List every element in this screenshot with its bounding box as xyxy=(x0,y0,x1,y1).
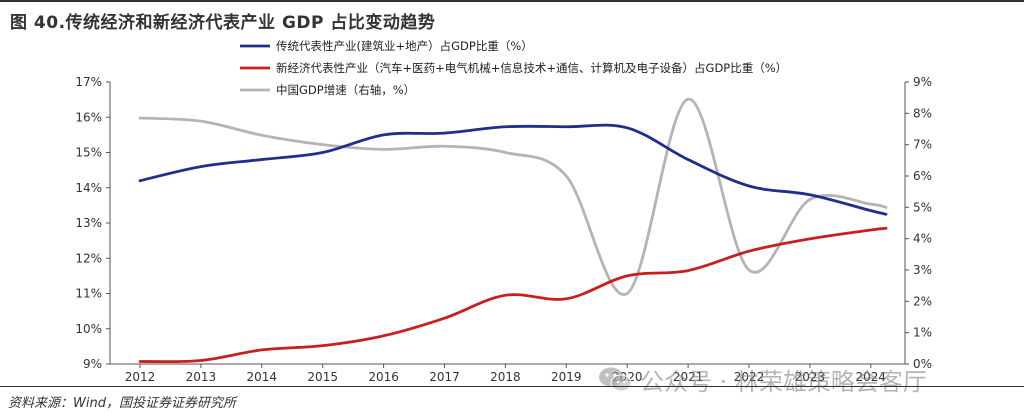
left-tick-label: 13% xyxy=(75,216,102,230)
right-tick-label: 1% xyxy=(913,326,932,340)
figure-title: 图 40.传统经济和新经济代表产业 GDP 占比变动趋势 xyxy=(10,13,436,33)
right-tick-label: 7% xyxy=(913,138,932,152)
right-tick-label: 8% xyxy=(913,106,932,120)
x-tick-label: 2016 xyxy=(368,370,399,384)
footer-divider xyxy=(0,386,1024,387)
series-line-traditional xyxy=(138,123,888,216)
left-tick-label: 14% xyxy=(75,181,102,195)
right-tick-label: 2% xyxy=(913,294,932,308)
right-tick-label: 4% xyxy=(913,232,932,246)
wechat-icon xyxy=(599,367,632,391)
right-tick-label: 3% xyxy=(913,263,932,277)
x-tick-label: 2024 xyxy=(856,370,887,384)
x-tick-label: 2023 xyxy=(795,370,826,384)
series-line-gdp_growth xyxy=(138,97,888,296)
right-tick-label: 6% xyxy=(913,169,932,183)
right-tick-label: 9% xyxy=(913,75,932,89)
x-tick-label: 2017 xyxy=(429,370,460,384)
x-tick-label: 2022 xyxy=(734,370,765,384)
legend-label-new_economy: 新经济代表性产业（汽车+医药+电气机械+信息技术+通信、计算机及电子设备）占GD… xyxy=(276,61,787,75)
left-tick-label: 12% xyxy=(75,251,102,265)
left-tick-label: 15% xyxy=(75,146,102,160)
x-tick-label: 2018 xyxy=(490,370,521,384)
x-tick-label: 2019 xyxy=(551,370,582,384)
watermark: 公众号 · 林荣雄策略会客厅 xyxy=(598,362,927,397)
x-tick-label: 2021 xyxy=(673,370,704,384)
left-tick-label: 10% xyxy=(75,322,102,336)
left-tick-label: 11% xyxy=(75,287,102,301)
left-tick-label: 17% xyxy=(75,75,102,89)
x-tick-label: 2012 xyxy=(125,370,156,384)
title-bar: 图 40.传统经济和新经济代表产业 GDP 占比变动趋势 xyxy=(0,0,1024,34)
legend-label-gdp_growth: 中国GDP增速（右轴，%） xyxy=(276,83,415,97)
source-note: 资料来源：Wind，国投证券证券研究所 xyxy=(8,396,236,411)
watermark-text: 公众号 · 林荣雄策略会客厅 xyxy=(640,368,927,396)
right-tick-label: 5% xyxy=(913,200,932,214)
x-tick-label: 2014 xyxy=(247,370,278,384)
line-chart: 9% 10% 11% 12% 13% 14% 15% 16% 17% 0% 1% 2% 3% 4% 5% 6%… xyxy=(75,39,932,384)
left-tick-label: 16% xyxy=(75,110,102,124)
x-tick-label: 2013 xyxy=(186,370,217,384)
right-tick-label: 0% xyxy=(913,357,932,371)
series-line-new_economy xyxy=(138,226,888,364)
legend-label-traditional: 传统代表性产业(建筑业+地产）占GDP比重（%） xyxy=(276,39,533,53)
left-tick-label: 9% xyxy=(83,357,102,371)
x-tick-label: 2015 xyxy=(307,370,338,384)
chart-area: 9% 10% 11% 12% 13% 14% 15% 16% 17% 0% 1% 2% 3% 4% 5% 6%… xyxy=(0,34,1024,386)
